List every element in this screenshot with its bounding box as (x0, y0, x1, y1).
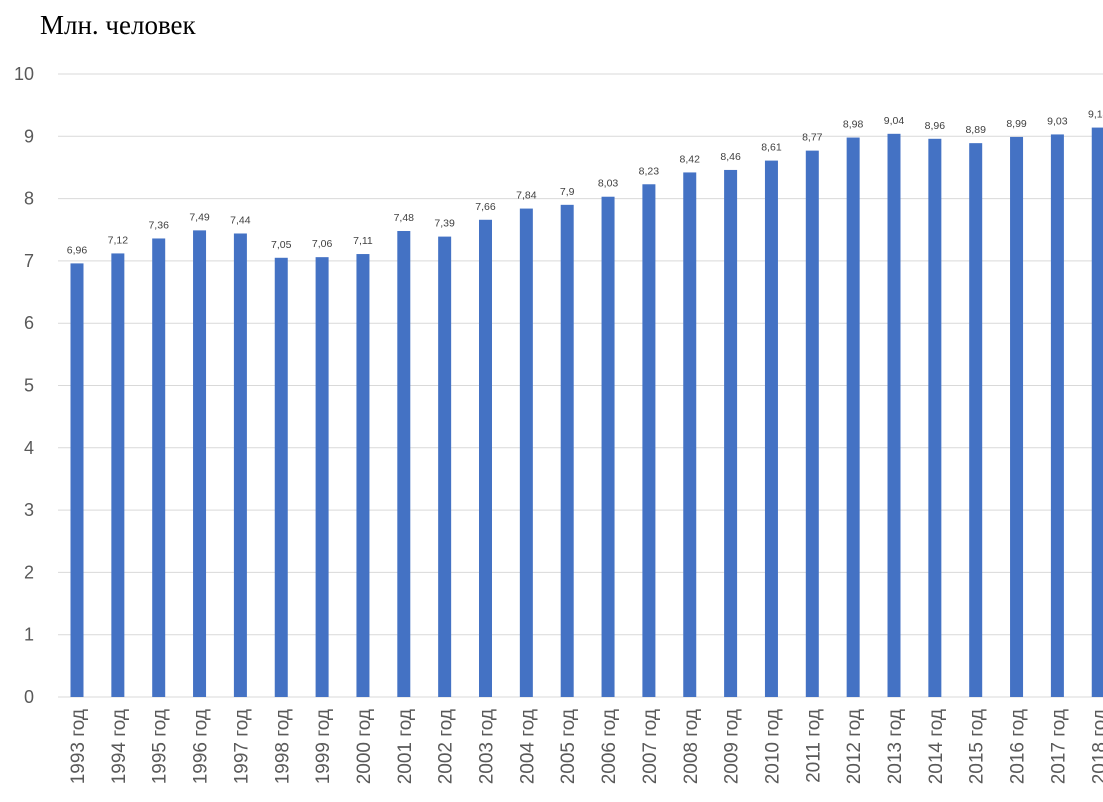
bar (1091, 127, 1103, 697)
x-tick-label: 2016 год (1008, 709, 1029, 784)
x-tick-label: 2009 год (722, 709, 743, 784)
data-label: 7,12 (108, 234, 129, 246)
bar (233, 233, 247, 697)
bar (397, 230, 411, 697)
x-tick-label: 1994 год (109, 709, 130, 784)
y-tick-label: 7 (24, 251, 34, 271)
x-tick-label: 1993 год (68, 709, 89, 784)
y-tick-label: 6 (24, 313, 34, 333)
x-tick-label: 2006 год (599, 709, 620, 784)
gridlines (58, 73, 1103, 698)
data-label: 7,11 (353, 235, 373, 247)
bar (356, 254, 370, 697)
data-label: 7,06 (312, 238, 333, 250)
x-tick-label: 1998 год (272, 709, 293, 784)
x-tick-label: 2007 год (640, 709, 661, 784)
bar (560, 204, 574, 697)
y-tick-label: 9 (24, 126, 34, 146)
bar (805, 150, 819, 697)
bar (846, 137, 860, 697)
bar (642, 184, 656, 697)
data-label: 9,04 (884, 115, 905, 127)
data-label: 8,99 (1006, 118, 1027, 130)
x-tick-label: 2008 год (681, 709, 702, 784)
x-tick-label: 2013 год (885, 709, 906, 784)
data-label: 8,61 (761, 142, 782, 154)
data-label: 8,77 (802, 132, 823, 144)
data-label: 8,46 (720, 151, 741, 163)
bar (438, 236, 452, 697)
bar (193, 230, 207, 698)
data-label: 8,23 (639, 165, 660, 177)
x-tick-label: 1996 год (191, 709, 212, 784)
data-label: 8,03 (598, 178, 619, 190)
data-label: 8,96 (925, 120, 946, 132)
bar (315, 257, 329, 697)
bar (274, 257, 288, 697)
bar (111, 253, 125, 697)
x-tick-label: 2010 год (762, 709, 783, 784)
data-label: 7,39 (434, 218, 455, 230)
data-label: 7,48 (394, 212, 415, 224)
x-tick-label: 2017 год (1048, 709, 1069, 784)
data-label: 7,66 (475, 201, 496, 213)
bar (1050, 134, 1064, 697)
x-tick-label: 2000 год (354, 709, 375, 784)
bar (887, 133, 901, 698)
y-tick-label: 5 (24, 376, 34, 396)
y-tick-label: 1 (24, 625, 34, 645)
data-label: 8,98 (843, 119, 864, 131)
bar (601, 196, 615, 697)
y-tick-label: 2 (24, 562, 34, 582)
x-tick-label: 2001 год (395, 709, 416, 784)
data-label: 9,14 (1088, 109, 1103, 121)
data-label: 6,96 (67, 244, 88, 256)
x-tick-label: 2004 год (517, 709, 538, 784)
bar (683, 172, 697, 697)
data-label: 8,89 (965, 124, 986, 136)
bar (479, 219, 492, 698)
x-tick-label: 2005 год (558, 709, 579, 784)
y-axis-unit-label: Млн. человек (40, 10, 196, 40)
data-label: 7,49 (189, 211, 210, 223)
data-label: 7,9 (560, 186, 575, 198)
bar (969, 143, 983, 697)
bar (152, 238, 166, 698)
data-label: 7,36 (148, 219, 169, 231)
y-tick-label: 8 (24, 189, 34, 209)
y-tick-label: 3 (24, 500, 34, 520)
bar (928, 138, 942, 698)
x-tick-label: 1997 год (231, 709, 252, 784)
bar (70, 263, 84, 697)
bars (70, 127, 1103, 698)
y-tick-label: 10 (14, 64, 34, 84)
data-label: 9,03 (1047, 115, 1068, 127)
bar (724, 169, 738, 697)
data-label: 8,42 (680, 153, 701, 165)
y-axis-ticks: 0 1 2 3 4 5 6 7 8 9 10 (14, 64, 34, 707)
data-label: 7,44 (230, 214, 251, 226)
x-tick-label: 1999 год (313, 709, 334, 784)
bar (764, 160, 778, 698)
x-tick-label: 2014 год (926, 709, 947, 784)
x-tick-label: 2012 год (844, 709, 865, 784)
x-tick-label: 2018 год (1089, 709, 1103, 784)
x-tick-label: 2002 год (436, 709, 457, 784)
data-label: 7,84 (516, 190, 537, 202)
x-tick-label: 2011 год (803, 709, 824, 783)
bar (1010, 136, 1024, 698)
y-tick-label: 0 (24, 687, 34, 707)
x-axis-ticks: 1993 год 1994 год 1995 год 1996 год 1997 год… (68, 709, 1103, 784)
y-tick-label: 4 (24, 438, 34, 458)
x-tick-label: 1995 год (150, 709, 171, 784)
data-label: 7,05 (271, 239, 292, 251)
bar (519, 208, 533, 697)
x-tick-label: 2015 год (967, 709, 988, 784)
x-tick-label: 2003 год (477, 709, 498, 784)
data-labels: 6,96 7,12 7,36 7,49 7,44 7,05 7,06 7,11 7,48 7,39… (67, 109, 1103, 257)
